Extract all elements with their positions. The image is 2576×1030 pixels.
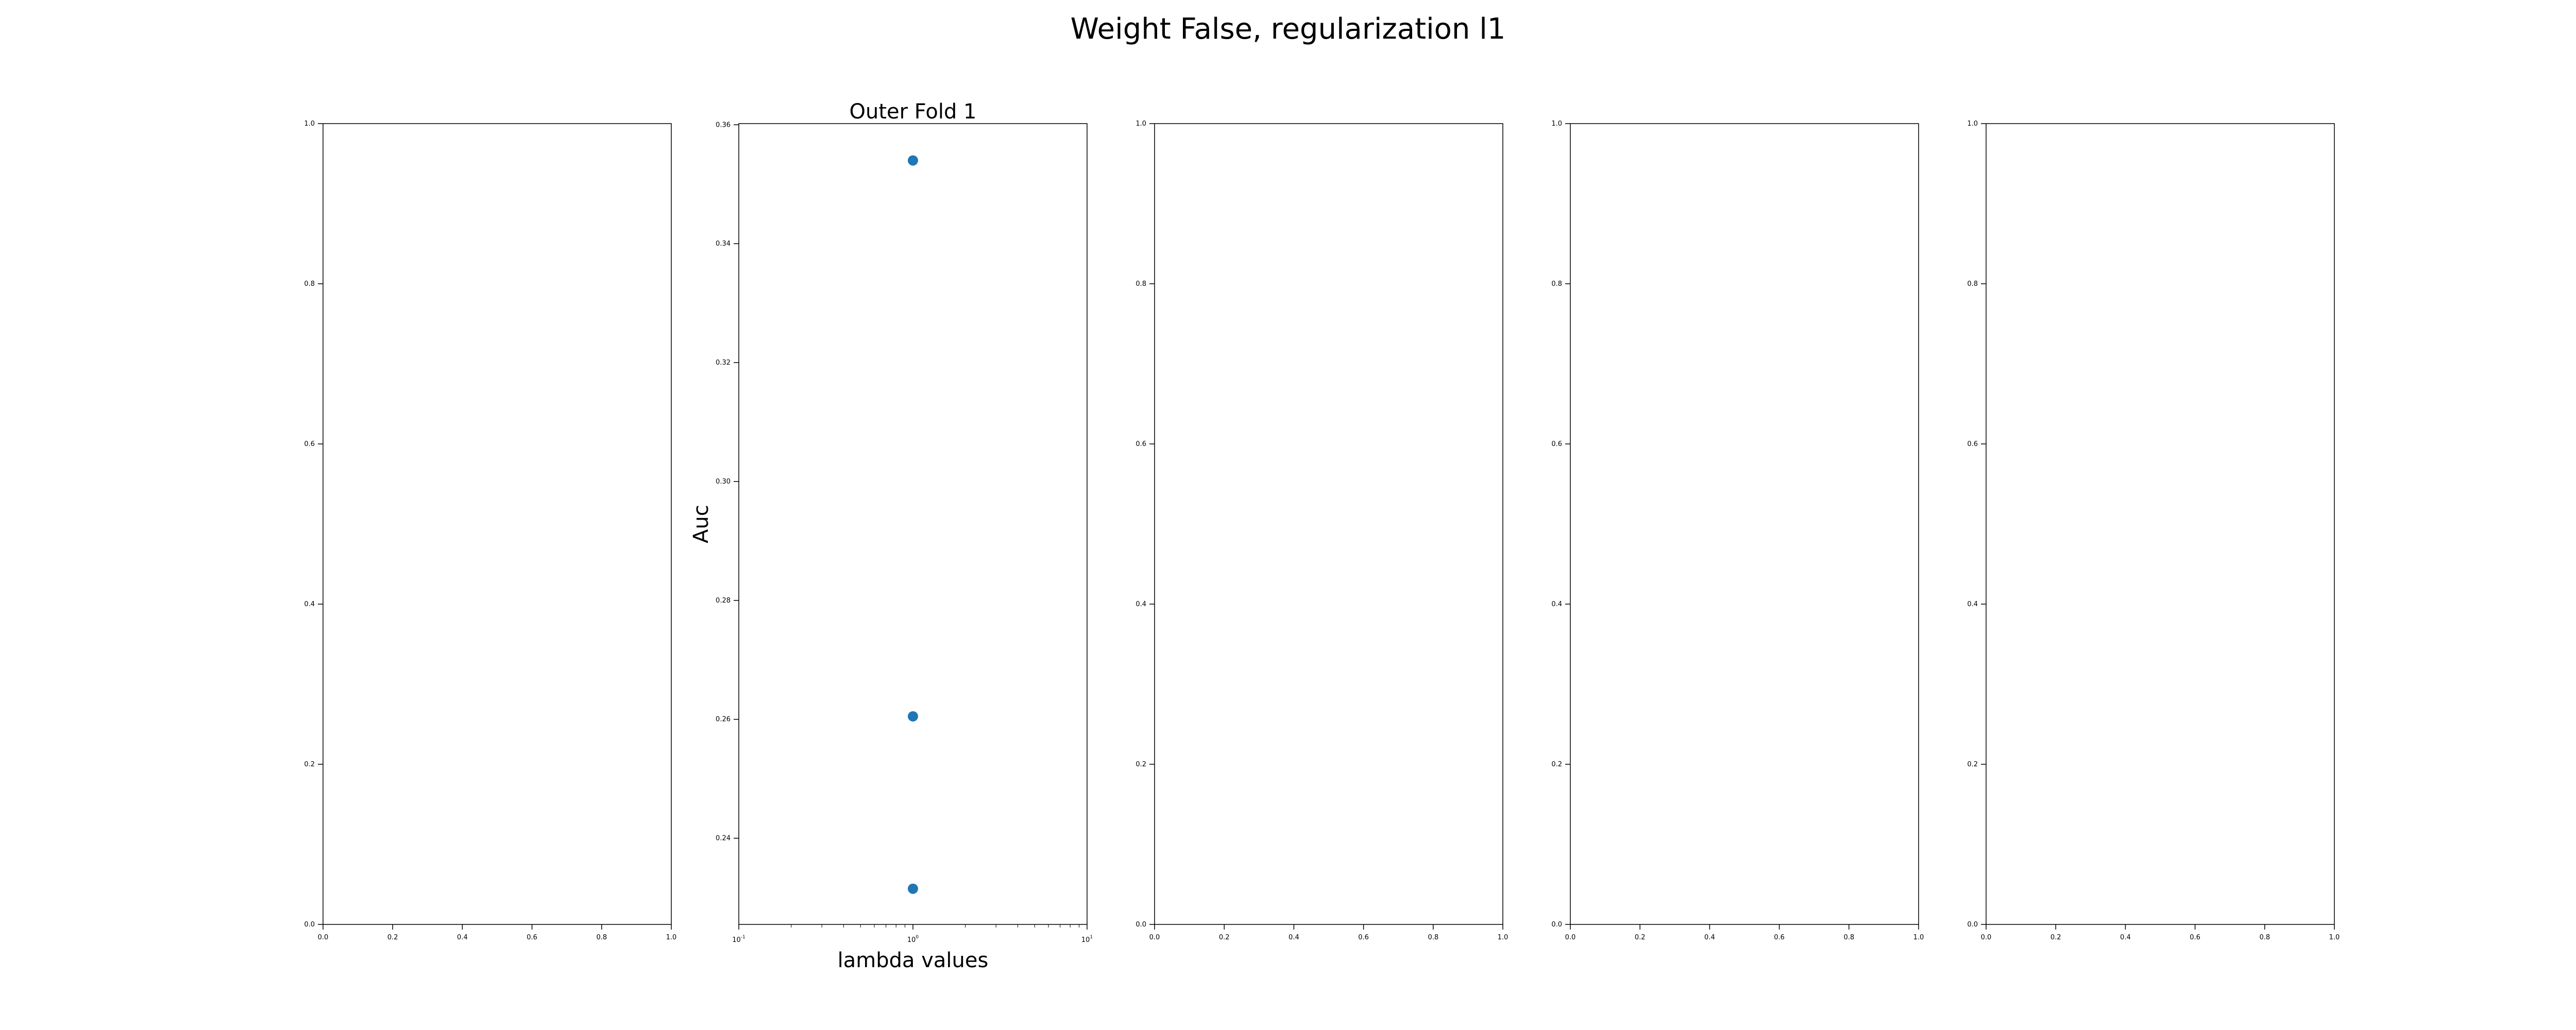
x-tick-label: 0.6	[1358, 934, 1369, 941]
x-tick-label: 1.0	[666, 934, 677, 941]
x-tick-label: 0.6	[1774, 934, 1785, 941]
axes-frame	[1986, 123, 2335, 925]
x-tick-label: 101	[1081, 935, 1093, 944]
y-tick-label: 0.0	[1136, 921, 1146, 929]
x-tick-label: 100	[907, 935, 919, 944]
y-tick-label: 0.6	[304, 440, 315, 448]
subplot-4: 0.0 0.2 0.4 0.6 0.8 1.0 0.0 0.2 0.4 0.6 0.8 1.0	[1551, 120, 1924, 941]
x-tick-base: 10	[907, 936, 916, 944]
subplot-5: 0.0 0.2 0.4 0.6 0.8 1.0 0.0 0.2 0.4 0.6 0.8 1.0	[1967, 120, 2340, 941]
y-tick-label: 0.0	[1967, 921, 1978, 929]
x-tick-label: 0.0	[1565, 934, 1576, 941]
x-tick-label: 0.4	[1289, 934, 1299, 941]
x-tick-label: 1.0	[1913, 934, 1924, 941]
data-point	[908, 155, 918, 166]
x-tick-label: 0.8	[1843, 934, 1854, 941]
y-tick-label: 0.4	[1551, 600, 1562, 608]
x-tick-label: 0.0	[1981, 934, 1992, 941]
y-tick-label: 0.6	[1551, 440, 1562, 448]
x-tick-label: 0.4	[2120, 934, 2131, 941]
x-tick-label: 0.4	[457, 934, 468, 941]
y-tick-label: 0.26	[716, 716, 731, 724]
x-tick-label: 10-1	[732, 935, 745, 944]
y-tick-label: 0.2	[304, 761, 315, 768]
y-tick-label: 0.2	[1136, 761, 1146, 768]
x-tick-label: 0.8	[1428, 934, 1438, 941]
y-tick-label: 0.6	[1967, 440, 1978, 448]
x-tick-label: 0.6	[527, 934, 537, 941]
x-tick-label: 0.4	[1704, 934, 1715, 941]
figure-title: Weight False, regularization l1	[1071, 12, 1506, 46]
y-tick-label: 0.34	[716, 240, 731, 248]
y-tick-label: 0.4	[1967, 600, 1978, 608]
x-tick-exponent: 1	[1090, 935, 1093, 940]
y-axis-label: Auc	[689, 505, 713, 543]
x-axis-label: lambda values	[838, 949, 989, 972]
subplot-3: 0.0 0.2 0.4 0.6 0.8 1.0 0.0 0.2 0.4 0.6 0.8 1.0	[1136, 120, 1508, 941]
y-tick-label: 0.32	[716, 359, 731, 367]
data-point	[908, 883, 918, 894]
y-tick-label: 0.30	[716, 478, 731, 486]
y-tick-label: 1.0	[1551, 120, 1562, 128]
subplot-panels: 0.0 0.2 0.4 0.6 0.8 1.0 0.0 0.2 0.4 0.6 0.8 1.0 0.24…	[304, 100, 2340, 972]
x-tick-base: 10	[1081, 936, 1090, 944]
y-tick-label: 1.0	[1967, 120, 1978, 128]
subplot-1: 0.0 0.2 0.4 0.6 0.8 1.0 0.0 0.2 0.4 0.6 0.8 1.0	[304, 120, 676, 941]
x-tick-label: 0.8	[2259, 934, 2270, 941]
axes-frame	[323, 123, 672, 925]
y-tick-label: 0.4	[1136, 600, 1146, 608]
y-tick-label: 1.0	[304, 120, 315, 128]
x-tick-label: 0.2	[1635, 934, 1646, 941]
axes-frame	[1154, 123, 1503, 925]
x-tick-label: 0.2	[387, 934, 398, 941]
y-tick-label: 0.0	[1551, 921, 1562, 929]
axes-frame	[1570, 123, 1919, 925]
x-tick-label: 1.0	[2329, 934, 2340, 941]
x-tick-label: 1.0	[1498, 934, 1509, 941]
axes-frame	[738, 123, 1088, 925]
y-tick-label: 0.36	[716, 121, 731, 129]
x-tick-exponent: -1	[741, 935, 745, 940]
x-tick-label: 0.0	[318, 934, 329, 941]
x-tick-label: 0.2	[2050, 934, 2061, 941]
y-tick-label: 1.0	[1136, 120, 1146, 128]
y-tick-label: 0.24	[716, 835, 731, 843]
y-tick-label: 0.2	[1551, 761, 1562, 768]
x-tick-label: 0.6	[2190, 934, 2200, 941]
y-tick-label: 0.28	[716, 597, 731, 605]
x-tick-base: 10	[732, 936, 741, 944]
y-tick-label: 0.6	[1136, 440, 1146, 448]
y-tick-label: 0.8	[304, 280, 315, 288]
y-tick-label: 0.8	[1967, 280, 1978, 288]
x-tick-label: 0.0	[1149, 934, 1160, 941]
x-tick-label: 0.2	[1219, 934, 1230, 941]
y-tick-label: 0.4	[304, 600, 315, 608]
y-tick-label: 0.8	[1136, 280, 1146, 288]
y-tick-label: 0.2	[1967, 761, 1978, 768]
x-tick-label: 0.8	[596, 934, 607, 941]
x-tick-exponent: 0	[916, 935, 919, 940]
data-point	[908, 711, 918, 722]
subplot-title: Outer Fold 1	[849, 100, 976, 124]
y-tick-label: 0.8	[1551, 280, 1562, 288]
y-tick-label: 0.0	[304, 921, 315, 929]
